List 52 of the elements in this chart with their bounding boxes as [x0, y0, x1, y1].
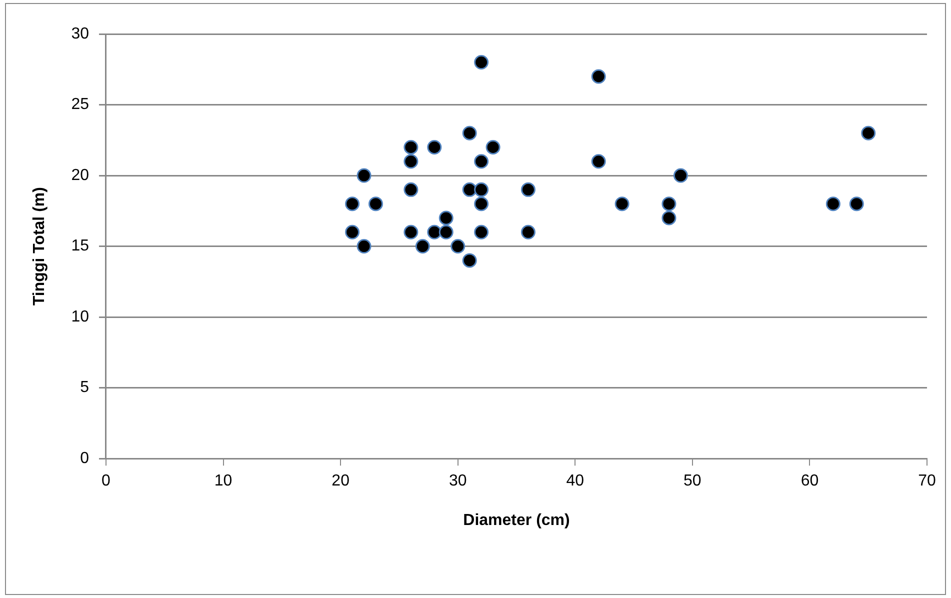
y-tick-label: 15 [71, 238, 90, 255]
point [849, 196, 864, 212]
y-tick-label: 5 [80, 379, 90, 396]
y-tick-label: 20 [71, 166, 90, 184]
point [404, 154, 418, 169]
point [662, 196, 676, 212]
point [438, 210, 454, 226]
point [826, 196, 840, 212]
point [368, 196, 384, 212]
point [462, 182, 477, 197]
y-tick-label: 30 [71, 25, 90, 42]
x-tick-label: 60 [800, 472, 819, 490]
point [356, 239, 372, 254]
y-tick-label: 0 [80, 450, 90, 468]
point [415, 239, 430, 254]
point [404, 140, 418, 154]
point [450, 239, 466, 254]
y-axis-title: Tinggi Total (m) [31, 187, 48, 306]
x-tick-label: 30 [448, 472, 467, 490]
point [591, 69, 606, 84]
point [345, 196, 360, 212]
point [356, 168, 372, 183]
point [404, 182, 418, 197]
point [462, 126, 477, 140]
x-axis-title: Diameter (cm) [463, 512, 570, 529]
point [404, 224, 418, 240]
point [438, 224, 454, 240]
x-tick-label: 70 [918, 472, 936, 490]
point [520, 182, 536, 197]
point [662, 210, 676, 226]
point [427, 224, 442, 240]
point [614, 196, 630, 212]
point [861, 126, 876, 140]
point [486, 140, 500, 154]
point [474, 55, 489, 70]
x-tick-label: 20 [332, 472, 350, 490]
point [427, 140, 442, 154]
point [591, 154, 606, 169]
point [474, 196, 489, 212]
x-tick-label: 10 [214, 472, 232, 490]
y-tick-label: 25 [71, 96, 90, 114]
point [474, 154, 489, 169]
y-tick-label: 10 [71, 308, 90, 326]
point [520, 224, 536, 240]
x-tick-label: 0 [102, 472, 111, 490]
point [673, 168, 688, 183]
point [462, 253, 477, 268]
x-tick-label: 50 [684, 472, 702, 490]
point [474, 182, 489, 197]
point [474, 224, 489, 240]
point [345, 224, 360, 240]
x-tick-label: 40 [566, 472, 584, 490]
